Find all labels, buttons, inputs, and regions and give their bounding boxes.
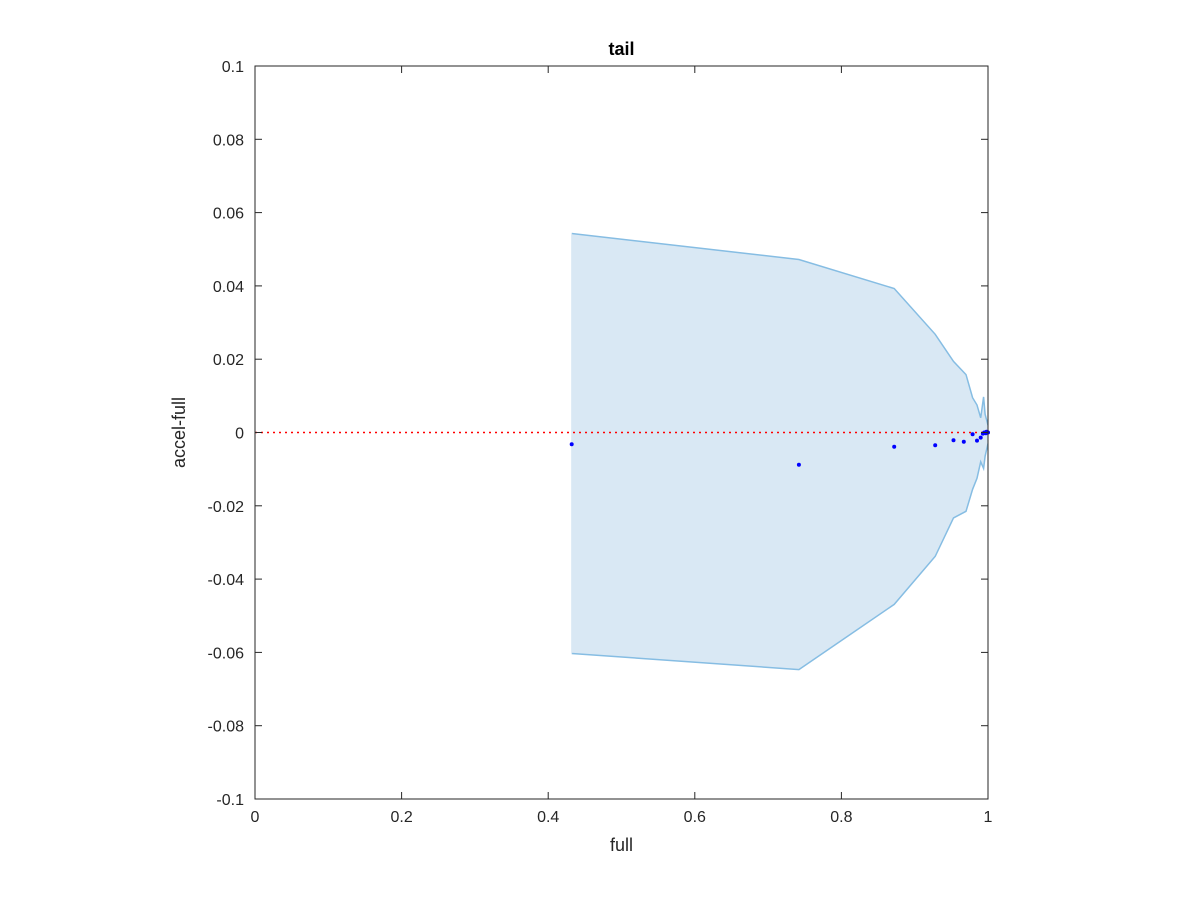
data-point xyxy=(975,438,979,443)
x-tick-label: 0 xyxy=(251,809,260,826)
y-tick-label: 0.02 xyxy=(213,352,244,369)
y-tick-label: -0.1 xyxy=(216,792,244,809)
data-point xyxy=(978,435,983,440)
y-tick-label: -0.08 xyxy=(208,719,245,736)
axis-ticks: 0 0.2 0.4 0.6 0.8 1 0.1 0.08 0.06 0.04 0.02 0 -0.02 -… xyxy=(208,59,993,826)
x-axis-label: full xyxy=(610,835,633,855)
x-tick-label: 0.8 xyxy=(830,809,852,826)
y-tick-label: -0.04 xyxy=(208,572,245,589)
y-tick-label: 0.08 xyxy=(213,132,244,149)
y-tick-label: 0.1 xyxy=(222,59,244,76)
data-point xyxy=(970,432,975,437)
chart-marks xyxy=(255,232,990,671)
chart-title: tail xyxy=(608,39,634,59)
x-tick-label: 0.2 xyxy=(390,809,412,826)
data-point xyxy=(933,443,938,448)
data-point xyxy=(569,442,574,447)
x-tick-label: 1 xyxy=(984,809,993,826)
data-point xyxy=(796,462,801,467)
x-tick-label: 0.4 xyxy=(537,809,559,826)
data-point xyxy=(892,444,897,449)
y-tick-label: 0.04 xyxy=(213,279,244,296)
x-tick-label: 0.6 xyxy=(684,809,706,826)
band-upper-edge xyxy=(571,232,988,426)
data-point xyxy=(961,439,966,444)
y-tick-label: -0.02 xyxy=(208,499,245,516)
y-tick-label: -0.06 xyxy=(208,645,245,662)
y-tick-label: 0 xyxy=(235,426,244,443)
y-axis-label: accel-full xyxy=(169,397,189,468)
confidence-band xyxy=(571,233,988,670)
y-tick-label: 0.06 xyxy=(213,206,244,223)
data-point xyxy=(951,438,956,443)
band-lower-edge xyxy=(571,443,988,671)
